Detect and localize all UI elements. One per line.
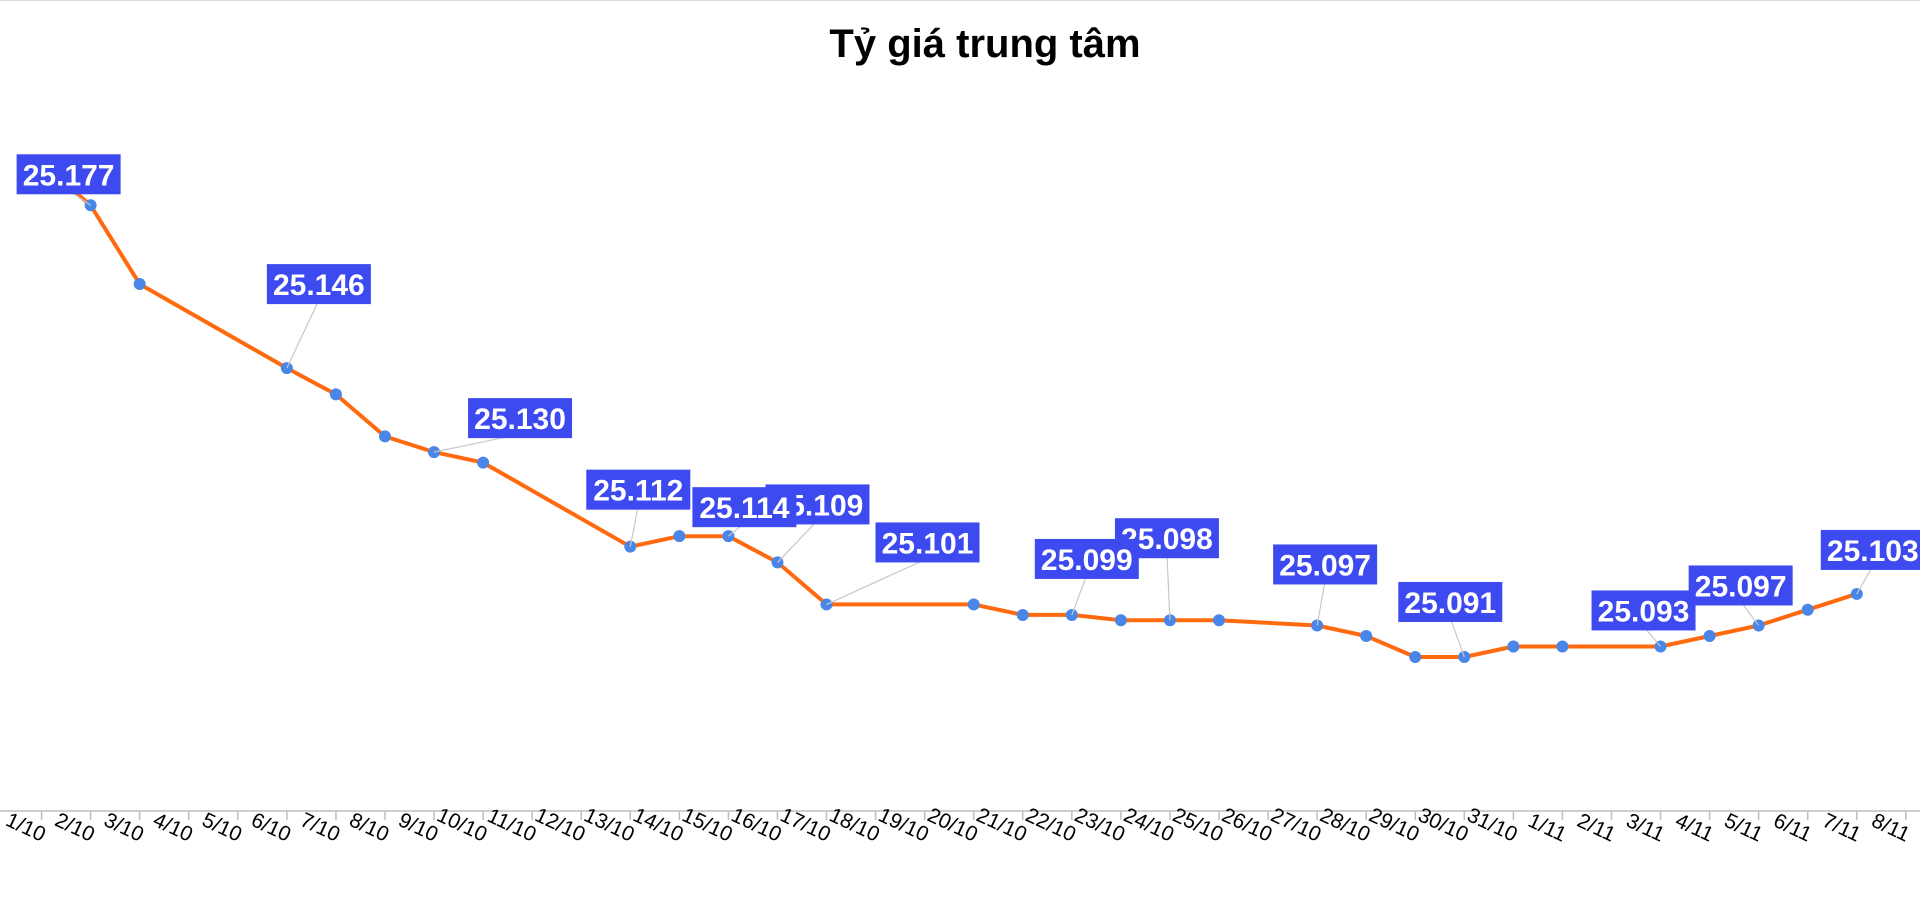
- x-tick-label: 12/10: [531, 804, 588, 847]
- x-tick-label: 27/10: [1267, 804, 1324, 847]
- data-label-box: [16, 154, 121, 195]
- data-point: [1556, 640, 1569, 653]
- data-point: [133, 278, 146, 291]
- data-label-box: [1688, 565, 1793, 606]
- data-label: 25.097: [1695, 570, 1787, 603]
- x-tick-label: 20/10: [924, 804, 981, 847]
- data-label: 25.103: [1827, 535, 1919, 568]
- data-point: [1360, 629, 1373, 642]
- x-tick-label: 14/10: [630, 804, 687, 847]
- data-label-leader: [1856, 565, 1874, 595]
- x-tick-label: 13/10: [580, 804, 637, 847]
- data-label-leader: [777, 520, 818, 563]
- data-label: 25.177: [23, 159, 115, 192]
- data-label: 25.146: [273, 269, 365, 302]
- data-label: 25.099: [1041, 544, 1133, 577]
- data-label-leader: [826, 557, 928, 605]
- x-tick-label: 31/10: [1464, 804, 1521, 847]
- data-point: [1016, 608, 1029, 621]
- chart-title: Tỷ giá trung tâm: [829, 22, 1141, 66]
- data-label: 25.101: [882, 527, 974, 560]
- data-point: [378, 430, 391, 443]
- data-label: 25.112: [593, 475, 683, 508]
- x-tick-label: 10/10: [433, 804, 490, 847]
- data-point: [1801, 603, 1814, 616]
- data-label-box: [1273, 544, 1378, 585]
- x-tick-label: 25/10: [1169, 804, 1226, 847]
- data-label-leader: [1071, 574, 1088, 616]
- data-label-box: [266, 264, 371, 305]
- series-line: [39, 161, 1859, 659]
- data-point: [1703, 629, 1716, 642]
- x-tick-label: 29/10: [1365, 804, 1422, 847]
- x-tick-label: 22/10: [1022, 804, 1079, 847]
- data-point: [477, 456, 490, 469]
- data-label-leader: [629, 505, 639, 547]
- data-label-box: [1034, 538, 1139, 579]
- data-label: 25.097: [1279, 549, 1371, 582]
- data-point: [967, 598, 980, 611]
- data-label: 25.130: [474, 403, 566, 436]
- data-point: [1507, 640, 1520, 653]
- x-tick-label: 24/10: [1120, 804, 1177, 847]
- data-point: [1409, 650, 1422, 663]
- data-label-box: [1591, 590, 1696, 631]
- x-tick-label: 30/10: [1414, 804, 1471, 847]
- data-label-box: [468, 398, 573, 439]
- data-point: [1114, 614, 1127, 627]
- data-label-leader: [1166, 554, 1171, 621]
- data-label-box: [586, 469, 691, 510]
- data-point: [1213, 614, 1225, 627]
- x-tick-label: 23/10: [1071, 804, 1128, 847]
- x-tick-label: 26/10: [1218, 804, 1275, 847]
- x-tick-label: 16/10: [728, 804, 785, 847]
- data-label: 25.114: [699, 492, 789, 525]
- data-label-box: [692, 487, 797, 528]
- x-tick-label: 19/10: [875, 804, 932, 847]
- x-tick-label: 17/10: [777, 804, 834, 847]
- data-label-leader: [286, 299, 320, 369]
- data-label-leader: [1316, 580, 1326, 626]
- data-label: 25.093: [1598, 595, 1690, 628]
- x-tick-label: 28/10: [1316, 804, 1373, 847]
- data-label-box: [1820, 529, 1920, 570]
- data-label-box: [875, 522, 980, 563]
- x-tick-label: 15/10: [679, 804, 736, 847]
- data-point: [673, 530, 686, 543]
- data-label-leader: [1449, 617, 1465, 658]
- x-tick-label: 18/10: [826, 804, 883, 847]
- data-label: 25.091: [1404, 587, 1496, 620]
- data-point: [329, 388, 342, 401]
- data-label-box: [1398, 581, 1503, 622]
- x-tick-label: 21/10: [973, 804, 1030, 847]
